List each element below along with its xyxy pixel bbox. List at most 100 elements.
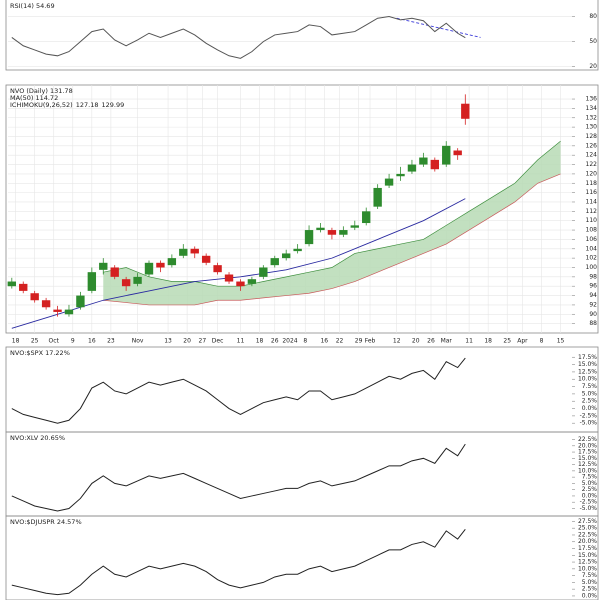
series-line [11, 529, 466, 596]
panel-frame [5, 84, 599, 334]
x-tick-label: 25 [31, 338, 39, 345]
x-tick-label: Feb [365, 338, 376, 345]
y-tick-label: -2.5% [580, 412, 598, 419]
candle-body [213, 265, 222, 273]
candle-body [270, 258, 279, 266]
y-tick-label: 126 [586, 142, 598, 149]
candle-body [156, 262, 165, 268]
y-tick-label: 15.0% [578, 455, 597, 462]
candle-body [144, 262, 154, 275]
x-tick-label: Nov [132, 338, 144, 345]
candle-body [19, 283, 28, 291]
y-tick-label: 96 [589, 283, 597, 290]
x-tick-label: 18 [256, 338, 264, 345]
y-tick-label: 124 [586, 152, 598, 159]
x-tick-label: 8 [303, 338, 307, 345]
moving-average [11, 198, 466, 329]
candle-body [259, 267, 268, 277]
ma-legend: MA(50) 114.72 [10, 94, 58, 102]
y-tick-label: 0.0% [582, 492, 598, 499]
y-tick-label: 20 [589, 63, 597, 70]
y-tick-label: 92 [589, 301, 597, 308]
x-tick-label: 11 [237, 338, 245, 345]
y-tick-label: 80 [589, 13, 597, 20]
candle-body [407, 164, 417, 172]
candle-body [110, 267, 119, 277]
y-tick-label: 116 [586, 189, 598, 196]
y-tick-label: 17.5% [578, 449, 597, 456]
y-tick-label: 7.5% [582, 383, 598, 390]
cloud-span-a [103, 140, 561, 287]
x-tick-label: Dec [212, 338, 224, 345]
y-tick-label: 27.5% [578, 518, 597, 525]
x-tick-label: 16 [320, 338, 328, 345]
panel-title: RSI(14) 54.69 [10, 2, 55, 10]
x-tick-label: 2024 [282, 338, 297, 345]
x-tick-label: Apr [517, 338, 528, 345]
y-tick-label: 2.5% [582, 398, 598, 405]
panel-frame [5, 515, 599, 600]
y-tick-label: 17.5% [578, 354, 597, 361]
x-tick-label: 16 [88, 338, 96, 345]
x-tick-label: Mar [441, 338, 453, 345]
x-tick-label: 11 [465, 338, 473, 345]
y-tick-label: 106 [586, 236, 598, 243]
candle-body [316, 227, 325, 231]
candle-body [41, 300, 51, 308]
y-tick-label: 12.5% [578, 461, 597, 468]
panel-title: NVO:$DJUSPR 24.57% [10, 518, 82, 526]
y-tick-label: 10.0% [578, 565, 597, 572]
x-tick-label: 26 [271, 338, 279, 345]
y-tick-label: 5.0% [582, 579, 598, 586]
y-tick-label: 2.5% [582, 486, 598, 493]
cloud-span-b [103, 173, 561, 306]
y-tick-label: 0.0% [582, 592, 598, 599]
y-tick-label: 114 [586, 198, 598, 205]
y-tick-label: 22.5% [578, 531, 597, 538]
candle-body [327, 230, 337, 235]
candle-body [293, 248, 302, 252]
panel-title: NVO:XLV 20.65% [10, 434, 65, 442]
cloud-legend-value: 129.99 [101, 101, 124, 109]
candle-body [179, 248, 188, 256]
trendline [396, 17, 481, 38]
y-tick-label: 20.0% [578, 538, 597, 545]
y-tick-label: 104 [586, 245, 598, 252]
candle-body [396, 173, 405, 177]
x-tick-label: 15 [557, 338, 565, 345]
y-tick-label: 12.5% [578, 559, 597, 566]
candle-body [362, 211, 371, 224]
candle-body [453, 150, 462, 156]
candle-body [373, 187, 382, 207]
y-tick-label: 2.5% [582, 586, 598, 593]
candle-body [201, 255, 211, 263]
y-tick-label: 132 [586, 114, 598, 121]
y-tick-label: -5.0% [580, 505, 598, 512]
y-tick-label: 5.0% [582, 390, 598, 397]
candle-body [53, 309, 62, 312]
candle-body [430, 159, 440, 170]
candle-body [167, 258, 177, 266]
y-tick-label: 10.0% [578, 467, 597, 474]
panel-frame [5, 346, 599, 433]
y-tick-label: 20.0% [578, 442, 597, 449]
x-tick-label: 29 [355, 338, 363, 345]
candle-body [64, 309, 74, 315]
candle-body [461, 103, 470, 119]
y-tick-label: 98 [589, 273, 597, 280]
y-tick-label: 15.0% [578, 361, 597, 368]
candle-body [76, 295, 85, 308]
candle-body [339, 230, 348, 235]
candle-body [99, 262, 108, 270]
x-tick-label: 22 [336, 338, 344, 345]
candle-body [121, 279, 131, 287]
y-tick-label: 100 [586, 264, 598, 271]
y-tick-label: 15.0% [578, 552, 597, 559]
y-tick-label: 10.0% [578, 376, 597, 383]
y-tick-label: 7.5% [582, 474, 598, 481]
candle-body [87, 272, 97, 291]
y-tick-label: 88 [589, 320, 597, 327]
y-tick-label: 90 [589, 311, 597, 318]
y-tick-label: 134 [586, 105, 598, 112]
